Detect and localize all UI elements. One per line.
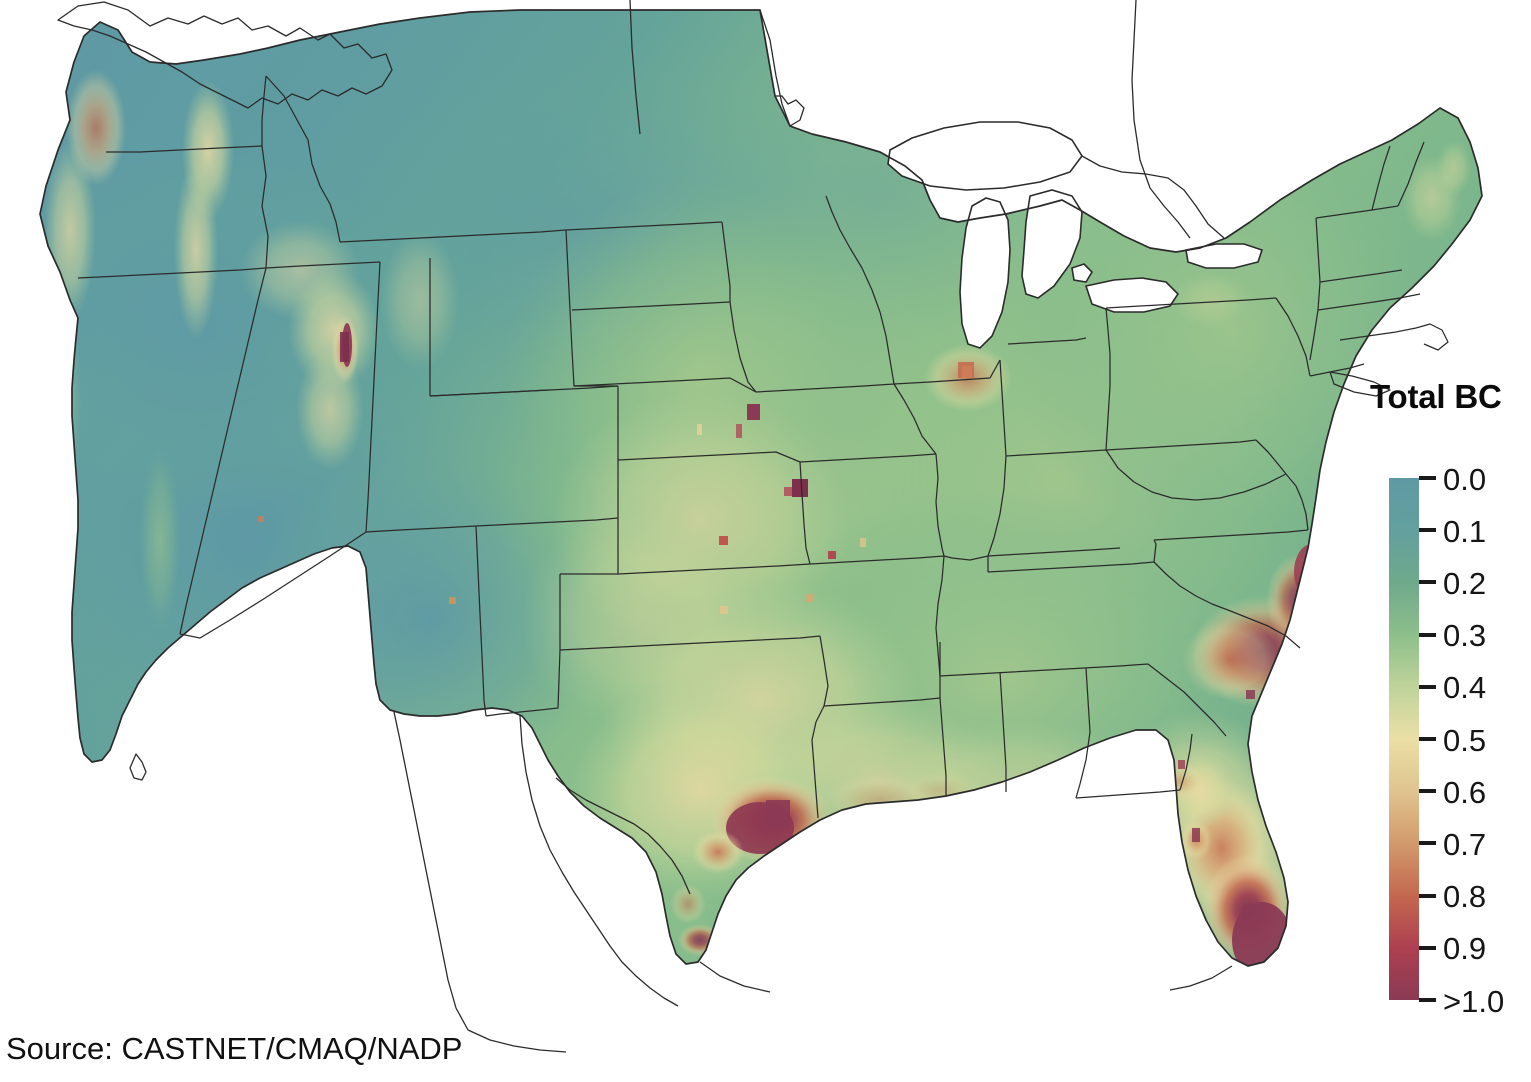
tick-mark-icon bbox=[1419, 528, 1436, 533]
point-source-cells bbox=[258, 366, 1255, 848]
tick-label: 0.2 bbox=[1443, 565, 1487, 601]
tick-mark-icon bbox=[1419, 632, 1436, 637]
tick-mark-icon bbox=[1419, 580, 1436, 585]
tick-label: 0.6 bbox=[1443, 774, 1487, 810]
great-lakes-mask bbox=[887, 121, 1264, 349]
colorbar-wrapper: 0.0 0.1 0.2 0.3 0.4 0.5 bbox=[1389, 464, 1529, 1019]
tick-mark-icon bbox=[1419, 841, 1436, 846]
colorbar-legend: Total BC 0.0 0.1 0.2 0.3 bbox=[1362, 378, 1531, 1018]
source-caption: Source: CASTNET/CMAQ/NADP bbox=[6, 1031, 463, 1066]
tick-label: 0.1 bbox=[1443, 513, 1487, 549]
tick-label: 0.8 bbox=[1443, 879, 1487, 915]
northwest-angle-detail bbox=[775, 95, 805, 127]
legend-title: Total BC bbox=[1370, 378, 1502, 415]
country-outline bbox=[39, 9, 1483, 967]
tick-label: 0.3 bbox=[1443, 618, 1487, 654]
tick-mark-icon bbox=[1419, 998, 1436, 1002]
tick-mark-icon bbox=[1419, 737, 1436, 741]
tick-label: 0.5 bbox=[1443, 722, 1487, 758]
tick-mark-icon bbox=[1419, 684, 1436, 689]
tick-mark-icon bbox=[1419, 945, 1436, 950]
tick-mark-icon bbox=[1419, 893, 1436, 898]
tick-mark-icon bbox=[1419, 789, 1436, 794]
colorbar-gradient bbox=[1389, 478, 1419, 1000]
tick-mark-icon bbox=[1419, 476, 1436, 480]
state-boundaries bbox=[77, 75, 1449, 991]
tick-label: 0.4 bbox=[1443, 670, 1487, 706]
tick-label: 0.7 bbox=[1443, 826, 1487, 862]
tick-label: 0.0 bbox=[1443, 461, 1487, 497]
tick-label: 0.9 bbox=[1443, 931, 1487, 967]
tick-label: >1.0 bbox=[1443, 983, 1505, 1019]
neighbor-country-outlines bbox=[57, 0, 1225, 1053]
